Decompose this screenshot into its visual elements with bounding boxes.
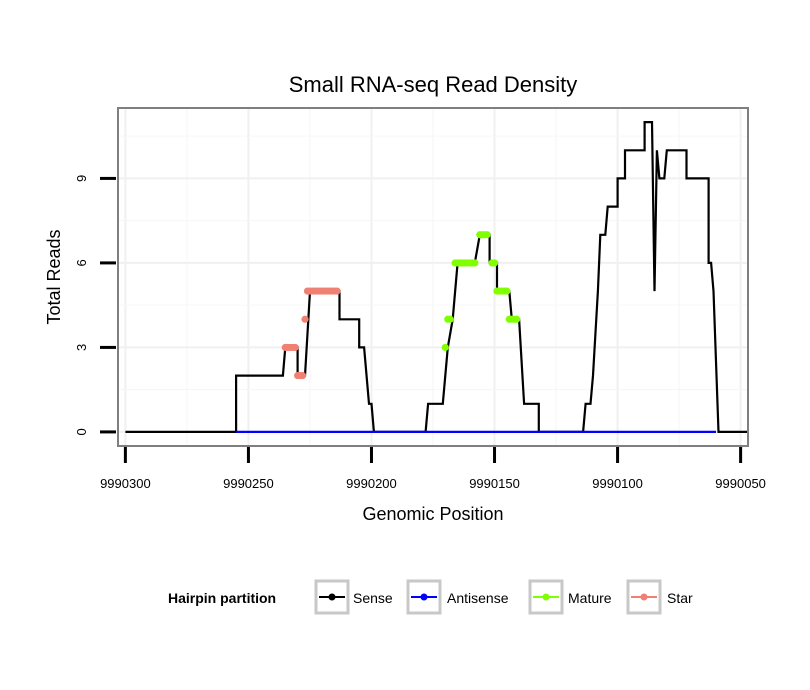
legend-items: Sense Antisense Mature Star: [314, 579, 693, 615]
y-axis: 0 3 6 9: [74, 175, 116, 436]
x-tick-label: 9990150: [469, 476, 520, 491]
x-tick-label: 9990250: [223, 476, 274, 491]
data-point-star: [291, 343, 299, 352]
x-axis: 9990300 9990250 9990200 9990150 9990100 99900…: [100, 447, 766, 491]
data-point-mature: [513, 315, 521, 323]
legend-label: Antisense: [447, 590, 509, 606]
legend-key-point: [328, 593, 336, 601]
legend-label: Mature: [568, 590, 612, 606]
data-point-star: [301, 315, 309, 323]
legend-key-point: [640, 593, 648, 601]
data-point-mature: [483, 231, 491, 239]
legend-key-point: [420, 593, 428, 601]
x-tick-label: 9990100: [592, 476, 643, 491]
data-point-star: [333, 287, 341, 295]
data-point-mature: [441, 343, 449, 352]
series-layer: [125, 121, 748, 433]
legend-title: Hairpin partition: [168, 590, 276, 606]
data-point-mature: [446, 315, 454, 323]
y-axis-title: Total Reads: [44, 229, 64, 324]
legend-label: Sense: [353, 590, 393, 606]
y-tick-label: 3: [74, 344, 89, 351]
y-tick-label: 0: [74, 428, 89, 435]
data-point-star: [298, 371, 307, 380]
plot-panel: [117, 107, 749, 447]
y-tick-label: 9: [74, 175, 89, 182]
plot-border: [117, 107, 749, 447]
legend-key-point: [542, 593, 550, 601]
x-tick-label: 9990300: [100, 476, 151, 491]
legend-item-sense: Sense: [314, 579, 393, 615]
legend-item-star: Star: [626, 579, 693, 615]
grid-lines: [118, 108, 748, 446]
chart-title: Small RNA-seq Read Density: [289, 72, 578, 97]
x-axis-title: Genomic Position: [362, 504, 503, 524]
legend-item-mature: Mature: [528, 579, 612, 615]
y-tick-label: 6: [74, 259, 89, 266]
legend: Hairpin partition Sense Antisense Mature St…: [168, 579, 693, 615]
legend-item-antisense: Antisense: [406, 579, 509, 615]
legend-label: Star: [667, 590, 693, 606]
x-tick-label: 9990200: [346, 476, 397, 491]
x-tick-label: 9990050: [715, 476, 766, 491]
data-point-mature: [471, 259, 479, 267]
data-point-mature: [503, 287, 511, 295]
data-point-mature: [490, 259, 499, 267]
